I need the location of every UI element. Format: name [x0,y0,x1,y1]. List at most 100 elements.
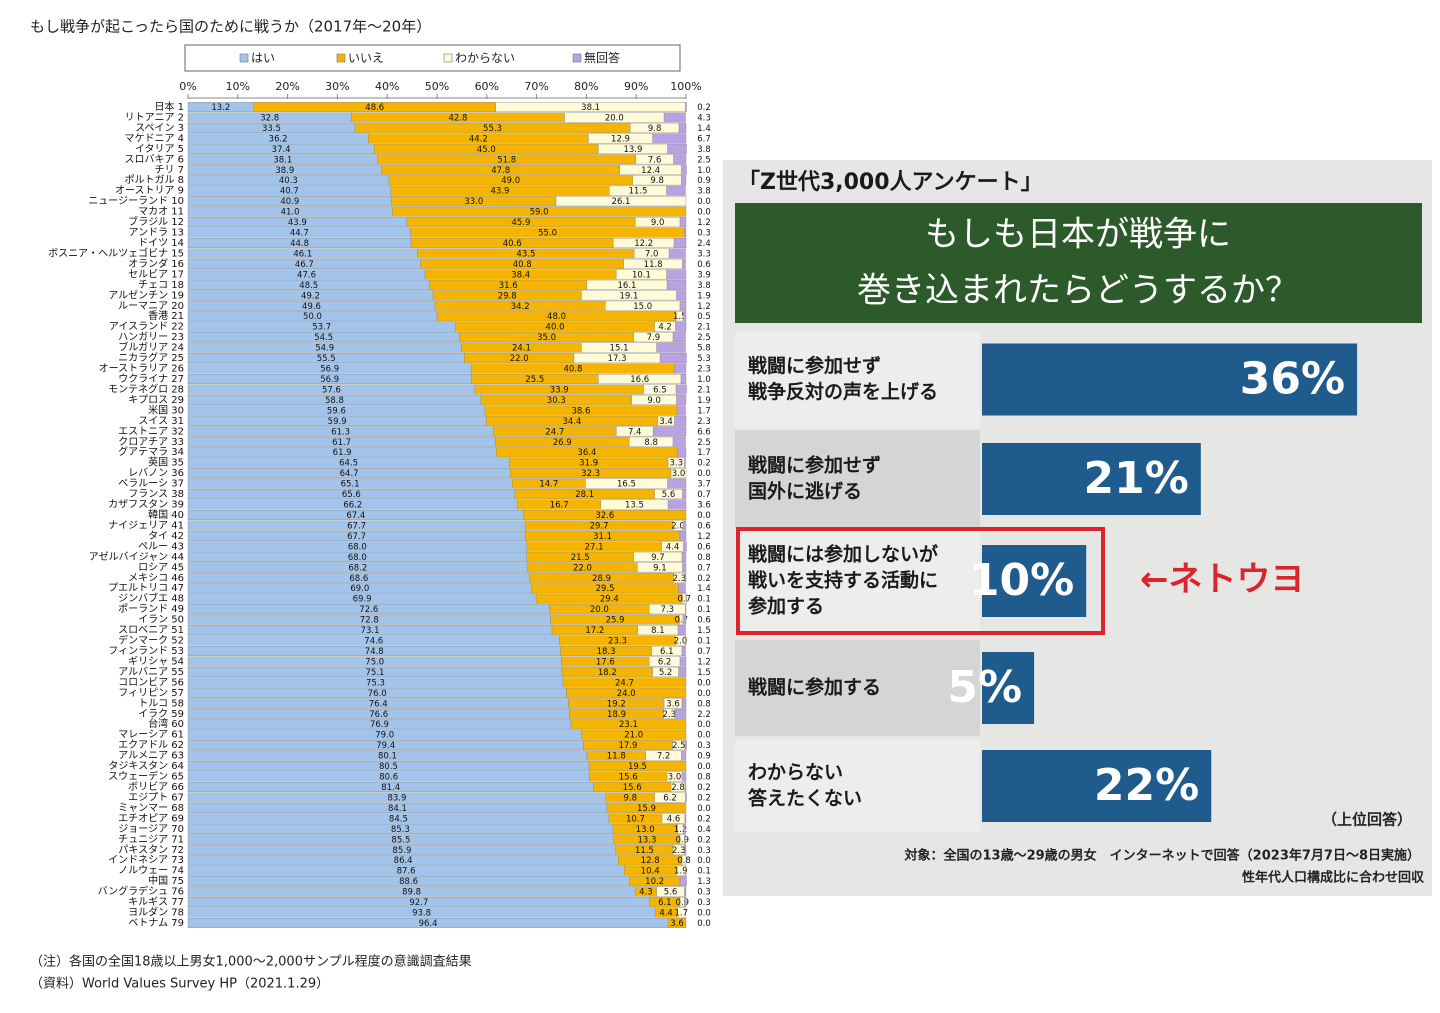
bar [982,750,1212,822]
value-label: 22% [1094,760,1199,811]
value-label: 5.3 [697,354,711,364]
value-label: 0.2 [697,459,711,469]
value-label: 35.0 [537,333,556,343]
value-label: 40.9 [280,197,299,207]
value-label: 68.6 [349,574,368,584]
category-label: 戦闘に参加せず [748,354,881,377]
category-label: ロシア 45 [138,562,184,573]
category-label: エジプト 67 [128,791,184,803]
category-label: エクアドル 62 [118,739,184,751]
value-label: 1.9 [674,867,688,877]
bar-segment [667,478,687,489]
value-label: 9.8 [650,176,664,186]
x-tick-label: 0% [179,80,196,93]
value-label: 1.2 [674,825,688,835]
value-label: 3.3 [697,249,711,259]
value-label: 26.1 [612,197,631,207]
note: （資料）World Values Survey HP（2021.1.29） [30,977,329,992]
value-label: 17.6 [596,657,615,667]
value-label: 2.4 [697,239,711,249]
value-label: 43.9 [491,187,510,197]
bar-segment [684,886,687,897]
value-label: 13.0 [636,825,655,835]
value-label: 67.7 [347,532,366,542]
category-label: 参加する [748,595,824,618]
value-label: 7.9 [647,333,661,343]
value-label: 50.0 [303,312,322,322]
bar-segment [683,541,687,552]
value-label: 0.1 [697,605,711,615]
value-label: 0.3 [697,229,711,239]
bar-segment [675,384,687,395]
category-label: ウクライナ 27 [118,373,184,385]
legend-swatch [336,53,346,63]
category-label: ペルー 43 [138,541,184,552]
category-label: ヨルダン 78 [128,906,184,919]
value-label: 54.5 [314,333,333,343]
value-label: 21.5 [571,553,590,563]
bar-segment [682,258,686,269]
value-label: 0.2 [697,814,711,824]
bar-segment [674,415,687,426]
panel-title: 「Z世代3,000人アンケート」 [738,170,1043,195]
panel-subtitle: 巻き込まれたらどうするか？ [857,271,1299,311]
category-label: ジンバブエ 48 [118,592,184,605]
category-label: 香港 21 [148,310,184,322]
value-label: 19.2 [607,699,626,709]
category-label: 韓国 40 [148,509,184,521]
value-label: 43.9 [288,218,307,228]
category-label: イラク 59 [138,708,184,720]
value-label: 3.3 [670,459,684,469]
value-label: 0.6 [697,521,711,531]
category-label: アルメニア 63 [118,751,184,762]
value-label: 59.9 [328,417,347,427]
bar-segment [673,237,687,248]
value-label: 11.5 [628,187,647,197]
value-label: 0.0 [697,208,711,218]
value-label: 10.2 [645,877,664,887]
value-label: 3.7 [697,480,711,490]
note: 対象：全国の13歳〜29歳の男女 インターネットで回答（2023年7月7日〜8日… [904,848,1421,864]
value-label: 87.6 [397,867,416,877]
category-label: ベラルーシ 37 [118,478,184,490]
value-label: 75.0 [365,657,384,667]
category-label: ポルトガル 8 [124,174,184,186]
value-label: 22.0 [510,354,529,364]
bar-segment [675,321,687,332]
category-label: モンテネグロ 28 [108,382,184,395]
value-label: 15.9 [637,804,656,814]
value-label: 2.0 [674,637,688,647]
value-label: 15.1 [610,344,629,354]
value-label: 66.2 [343,501,362,511]
value-label: 0.3 [697,898,711,908]
value-label: 2.5 [672,741,686,751]
value-label: 0.0 [697,919,711,929]
value-label: 59.6 [327,406,346,416]
bar-segment [681,551,687,562]
category-label: リトアニア 2 [125,112,184,123]
value-label: 72.6 [359,605,378,615]
legend-label: はい [251,51,275,65]
value-label: 2.3 [673,574,687,584]
category-label: インドネシア 73 [108,854,184,866]
bar-segment [674,363,687,374]
category-label: 戦闘に参加せず [748,454,881,477]
value-label: 44.7 [290,229,309,239]
bar-segment [523,510,687,521]
value-label: 5% [947,662,1022,713]
legend-swatch [239,53,249,63]
legend-label: 無回答 [584,50,620,65]
category-label: フランス 38 [128,488,184,500]
value-label: 64.7 [340,469,359,479]
value-label: 1.7 [697,406,711,416]
value-label: 31.1 [593,532,612,542]
bar-segment [678,666,687,677]
bar-segment [667,499,687,510]
value-label: 25.5 [525,375,544,385]
value-label: 45.9 [511,218,530,228]
bar-segment [652,426,687,437]
bar-segment [681,175,687,186]
bar-segment [676,907,686,918]
category-label: ハンガリー 23 [118,331,184,343]
value-label: 8.8 [644,438,658,448]
